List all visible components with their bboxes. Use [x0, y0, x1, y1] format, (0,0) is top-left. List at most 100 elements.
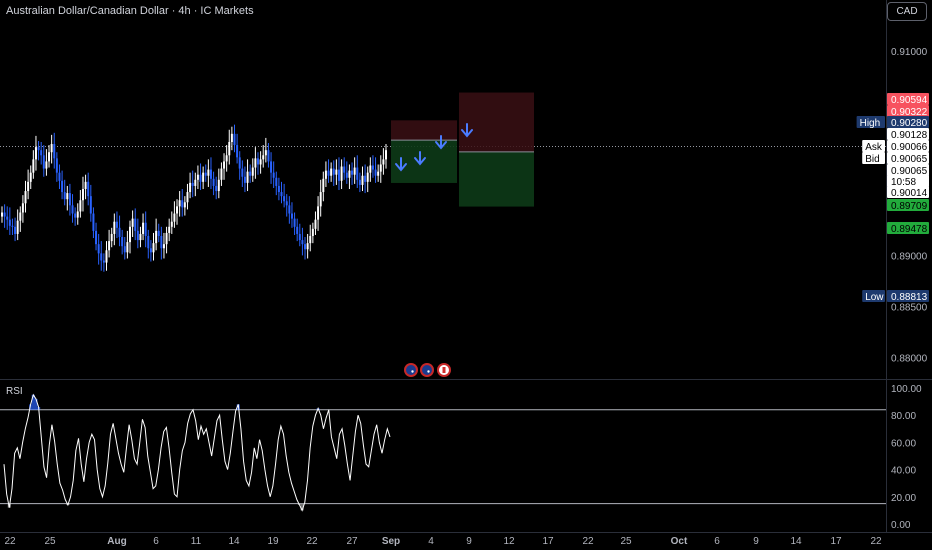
price-label: 0.88813 Low [862, 290, 929, 303]
candle-body [189, 182, 192, 193]
rsi-line [3, 393, 391, 512]
price-label-value: 0.90322 [891, 107, 928, 118]
candle-body [322, 178, 325, 193]
candle-body [55, 158, 58, 173]
price-label-bg [887, 105, 929, 117]
price-label-tag-bg [862, 140, 885, 152]
candle-body [296, 226, 299, 234]
candle-body [246, 171, 249, 183]
candle-body [275, 177, 278, 186]
candle-body [181, 200, 184, 208]
price-label-tag-bg [862, 290, 885, 302]
candle-body [272, 172, 275, 178]
price-label: 0.89478 [887, 222, 929, 235]
flag-disc [406, 365, 416, 375]
price-label-value: 0.90594 [891, 95, 928, 106]
candle-body [168, 226, 171, 233]
price-label: 0.90065 Bid [862, 152, 929, 165]
candle-body [233, 133, 236, 146]
candle-body [66, 193, 69, 200]
candle-body [228, 142, 231, 156]
candle-body [293, 218, 296, 227]
candle-body [257, 158, 259, 165]
flag-star [411, 370, 414, 373]
rsi-tick-label: 0.00 [891, 520, 911, 531]
candle-body [330, 168, 333, 176]
candle-body [298, 233, 301, 241]
candle-body [301, 240, 304, 245]
candle-body [162, 244, 165, 249]
candle-body [304, 244, 307, 250]
candle-body [382, 159, 385, 165]
candle-body [317, 206, 320, 220]
time-tick-label: 25 [620, 536, 632, 547]
price-label: 0.90014 [887, 186, 929, 199]
candle-body [194, 179, 197, 186]
candle-body [319, 192, 322, 207]
sell-arrow-icon [435, 135, 447, 150]
price-label-bg [887, 175, 929, 187]
candle-body [121, 237, 124, 247]
price-label-tag-bg [862, 152, 885, 164]
candle-body [374, 169, 377, 176]
candle-body [131, 218, 134, 227]
candle-body [243, 176, 246, 183]
price-label: 0.90128 [887, 128, 929, 141]
candle-body [215, 185, 218, 192]
time-tick-label: 19 [267, 536, 279, 547]
time-tick-label: 25 [44, 536, 56, 547]
candle-body [311, 228, 314, 236]
price-label-value: 0.90014 [891, 188, 928, 199]
candle-body [68, 193, 71, 206]
price-label-bg [887, 199, 929, 211]
currency-button[interactable]: CAD [887, 2, 927, 21]
candle-body [309, 235, 312, 244]
candle-body [136, 230, 139, 241]
price-label-bg [887, 222, 929, 234]
sell-arrow-icon [414, 151, 426, 166]
candle-body [238, 157, 241, 169]
price-label-bg [887, 128, 929, 140]
candle-body [71, 205, 74, 214]
candle-body [371, 165, 374, 170]
price-label-tag: Bid [865, 154, 879, 165]
symbol-title[interactable]: Australian Dollar/Canadian Dollar · 4h ·… [6, 5, 254, 17]
candle-body [202, 172, 205, 182]
candle-body [264, 150, 267, 156]
candle-body [351, 170, 354, 175]
candle-body [74, 213, 77, 218]
candle-body [40, 150, 43, 156]
candle-body [8, 219, 11, 226]
candle-body [340, 166, 343, 181]
candle-body [356, 167, 359, 180]
rsi-tick-label: 60.00 [891, 438, 916, 449]
time-tick-label: 11 [191, 536, 202, 547]
candle-body [87, 181, 90, 197]
time-tick-label: 22 [870, 536, 882, 547]
candle-body [236, 145, 239, 158]
candle-body [241, 168, 244, 177]
candle-body [199, 174, 202, 182]
candle-body [191, 182, 194, 186]
price-label-bg [887, 152, 929, 164]
price-label-value: 0.90065 [891, 154, 928, 165]
candle-body [369, 165, 372, 173]
candle-body [217, 179, 220, 192]
time-tick-label: 4 [428, 536, 434, 547]
price-label-bg [887, 116, 929, 128]
candle-body [34, 147, 37, 160]
price-label-tag: Ask [865, 142, 883, 153]
price-label: 0.90594 [887, 93, 929, 106]
time-tick-label: 22 [582, 536, 594, 547]
candle-body [348, 170, 351, 178]
candle-body [19, 212, 22, 221]
candle-body [14, 226, 17, 234]
sell-arrow-icon [461, 123, 473, 138]
candle-body [123, 246, 126, 253]
rsi-label[interactable]: RSI [6, 386, 23, 397]
candle-body [113, 221, 116, 234]
candle-body [230, 133, 233, 143]
time-tick-label: 9 [753, 536, 759, 547]
candle-body [262, 155, 265, 160]
